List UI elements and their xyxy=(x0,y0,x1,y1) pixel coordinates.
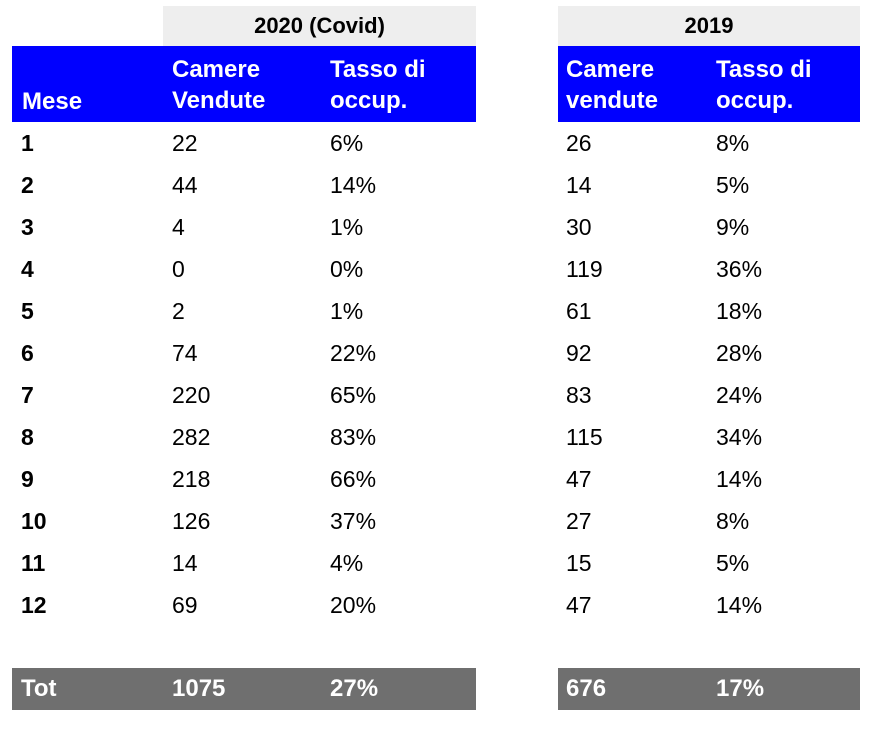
header-tasso-line1: Tasso di xyxy=(330,56,426,83)
rate-2019-cell: 18% xyxy=(716,298,763,324)
rate-2020-cell: 20% xyxy=(330,592,377,618)
column-header-bar-2020 xyxy=(12,46,476,122)
month-cell: 12 xyxy=(21,592,47,618)
rooms-2019-cell: 115 xyxy=(566,424,603,450)
rate-2020-cell: 1% xyxy=(330,298,364,324)
rooms-2020-cell: 4 xyxy=(172,214,185,240)
rooms-2020-cell: 2 xyxy=(172,298,185,324)
rooms-2019-cell: 47 xyxy=(566,592,592,618)
rooms-2019-cell: 27 xyxy=(566,508,592,534)
rate-2019-cell: 24% xyxy=(716,382,763,408)
rooms-2020-cell: 282 xyxy=(172,424,211,450)
month-cell: 8 xyxy=(21,424,34,450)
header-camere-line2: Vendute xyxy=(172,87,266,114)
rooms-2019-cell: 119 xyxy=(566,256,603,282)
rate-2020-cell: 0% xyxy=(330,256,364,282)
header-tasso-line2: occup. xyxy=(330,87,408,114)
header-tasso-line2: occup. xyxy=(716,87,794,114)
rate-2019-cell: 34% xyxy=(716,424,763,450)
rooms-2019-cell: 14 xyxy=(566,172,592,198)
header-camere-line1: Camere xyxy=(566,56,655,83)
month-cell: 1 xyxy=(21,130,34,156)
year-header-2019: 2019 xyxy=(558,6,860,46)
total-rate-2019: 17% xyxy=(716,675,765,702)
rate-2020-cell: 6% xyxy=(330,130,364,156)
rate-2019-cell: 5% xyxy=(716,550,750,576)
rate-2020-cell: 22% xyxy=(330,340,377,366)
rooms-2019-cell: 47 xyxy=(566,466,592,492)
rate-2020-cell: 14% xyxy=(330,172,377,198)
month-cell: 3 xyxy=(21,214,34,240)
header-camere-line2: vendute xyxy=(566,87,659,114)
month-cell: 10 xyxy=(21,508,47,534)
rate-2019-cell: 8% xyxy=(716,508,750,534)
rate-2019-cell: 5% xyxy=(716,172,750,198)
rate-2019-cell: 14% xyxy=(716,466,763,492)
total-rooms-2020: 1075 xyxy=(172,675,226,702)
rooms-2019-cell: 83 xyxy=(566,382,592,408)
rate-2019-cell: 9% xyxy=(716,214,750,240)
rate-2020-cell: 1% xyxy=(330,214,364,240)
month-cell: 5 xyxy=(21,298,34,324)
rate-2020-cell: 37% xyxy=(330,508,377,534)
month-cell: 4 xyxy=(21,256,34,282)
rate-2020-cell: 4% xyxy=(330,550,364,576)
year-title-2020: 2020 (Covid) xyxy=(254,13,385,38)
month-cell: 11 xyxy=(21,550,46,576)
total-rooms-2019: 676 xyxy=(566,675,607,702)
month-cell: 6 xyxy=(21,340,34,366)
total-rate-2020: 27% xyxy=(330,675,379,702)
header-camere-vendute-2020: Camere Vendute xyxy=(172,54,265,116)
rate-2019-cell: 14% xyxy=(716,592,763,618)
rooms-2019-cell: 30 xyxy=(566,214,592,240)
rate-2019-cell: 36% xyxy=(716,256,763,282)
header-camere-vendute-2019: Camere vendute xyxy=(566,54,658,116)
rooms-2020-cell: 44 xyxy=(172,172,198,198)
rooms-2020-cell: 14 xyxy=(172,550,198,576)
rate-2019-cell: 28% xyxy=(716,340,763,366)
month-cell: 2 xyxy=(21,172,34,198)
header-tasso-2020: Tasso di occup. xyxy=(330,54,426,116)
rate-2019-cell: 8% xyxy=(716,130,750,156)
rooms-2019-cell: 26 xyxy=(566,130,592,156)
year-title-2019: 2019 xyxy=(684,13,734,38)
rooms-2020-cell: 218 xyxy=(172,466,211,492)
year-header-2020: 2020 (Covid) xyxy=(163,6,476,46)
header-mese-label: Mese xyxy=(22,88,83,115)
total-row-2019 xyxy=(558,668,860,710)
header-mese: Mese xyxy=(22,86,82,117)
total-label: Tot xyxy=(21,675,57,702)
rate-2020-cell: 83% xyxy=(330,424,377,450)
rooms-2020-cell: 0 xyxy=(172,256,185,282)
column-header-bar-2019 xyxy=(558,46,860,122)
rate-2020-cell: 66% xyxy=(330,466,377,492)
rooms-2020-cell: 74 xyxy=(172,340,198,366)
total-row-2020 xyxy=(12,668,476,710)
rooms-2020-cell: 220 xyxy=(172,382,211,408)
rooms-2019-cell: 61 xyxy=(566,298,592,324)
rooms-2019-cell: 15 xyxy=(566,550,592,576)
header-camere-line1: Camere xyxy=(172,56,261,83)
rate-2020-cell: 65% xyxy=(330,382,377,408)
rooms-2020-cell: 69 xyxy=(172,592,198,618)
month-cell: 7 xyxy=(21,382,34,408)
header-tasso-line1: Tasso di xyxy=(716,56,812,83)
header-tasso-2019: Tasso di occup. xyxy=(716,54,812,116)
rooms-2020-cell: 126 xyxy=(172,508,211,534)
rooms-2020-cell: 22 xyxy=(172,130,198,156)
month-cell: 9 xyxy=(21,466,34,492)
rooms-2019-cell: 92 xyxy=(566,340,592,366)
